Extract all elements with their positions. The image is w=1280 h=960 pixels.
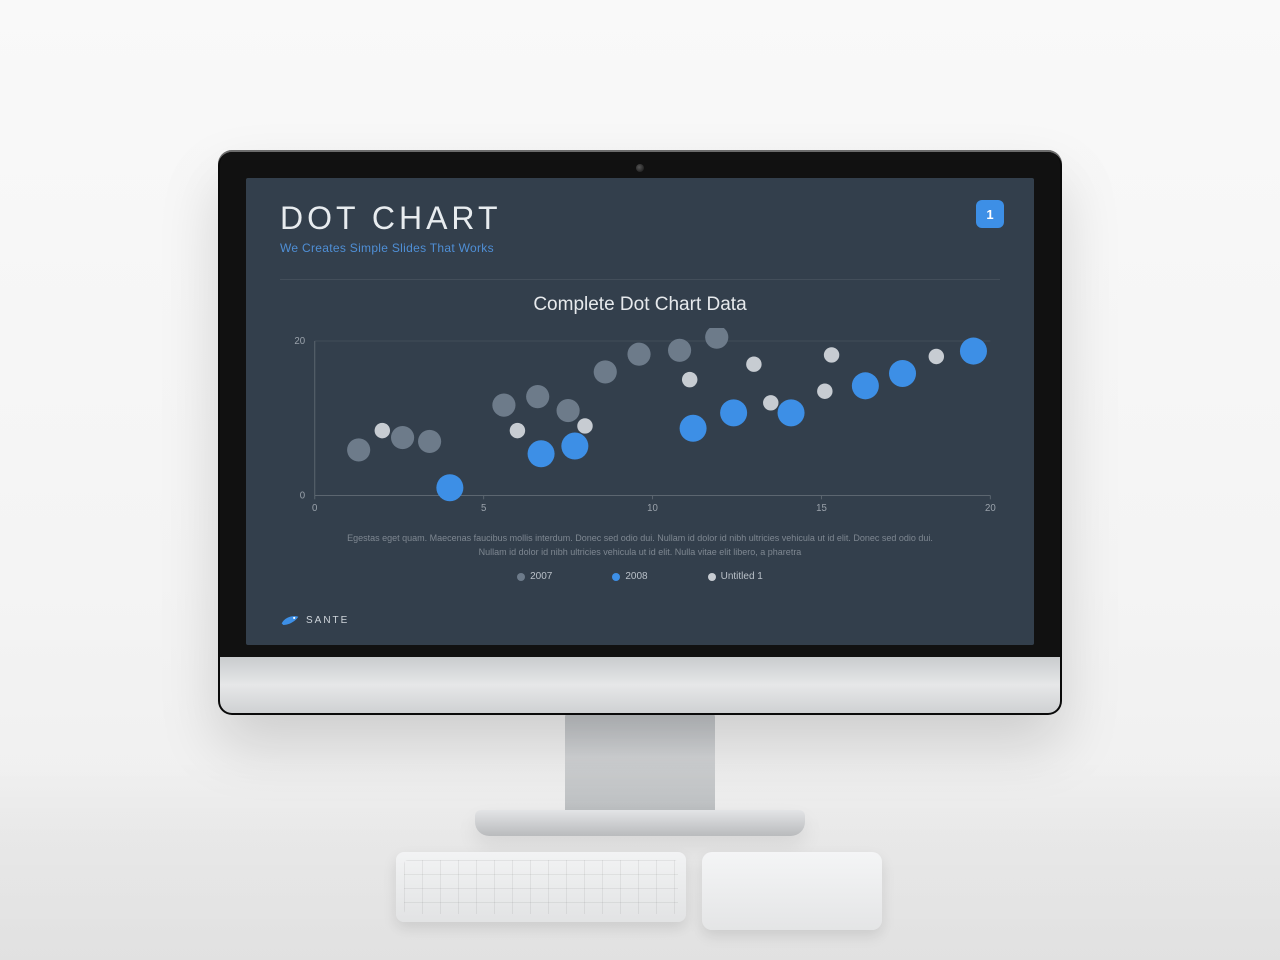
chart-dot (824, 347, 839, 362)
chart-dot (347, 438, 370, 461)
chart-area: 0 5 10 15 20 0 20 (280, 328, 1000, 522)
chart-dot (668, 339, 691, 362)
svg-text:5: 5 (481, 503, 486, 514)
monitor-chin (220, 657, 1060, 713)
chart-dot (561, 433, 588, 460)
chart-dot (889, 360, 916, 387)
header-divider (280, 279, 1000, 280)
chart-dot (763, 395, 778, 410)
chart-dot (852, 372, 879, 399)
chart-dot (929, 349, 944, 364)
legend-label: 2007 (530, 571, 552, 582)
chart-dot (680, 415, 707, 442)
slide-subtitle: We Creates Simple Slides That Works (280, 241, 1000, 255)
chart-dot (682, 372, 697, 387)
chart-dot (526, 385, 549, 408)
chart-dot (436, 474, 463, 501)
chart-dot (418, 430, 441, 453)
caption-line-2: Nullam id dolor id nibh ultricies vehicu… (479, 547, 802, 557)
chart-dot (627, 343, 650, 366)
legend-label: Untitled 1 (721, 571, 763, 582)
slide-title: DOT CHART (280, 200, 1000, 237)
chart-dot (375, 423, 390, 438)
svg-text:10: 10 (647, 503, 658, 514)
chart-dot (594, 360, 617, 383)
svg-text:0: 0 (312, 503, 317, 514)
chart-dot (577, 418, 592, 433)
chart-caption: Egestas eget quam. Maecenas faucibus mol… (306, 532, 974, 559)
brand-mark: SANTE (280, 613, 349, 627)
monitor-stand-neck (565, 713, 715, 823)
slide-screen: DOT CHART We Creates Simple Slides That … (246, 178, 1034, 645)
svg-text:15: 15 (816, 503, 827, 514)
dot-chart: 0 5 10 15 20 0 20 (280, 328, 1000, 522)
svg-text:20: 20 (985, 503, 996, 514)
svg-text:20: 20 (294, 336, 305, 347)
legend-swatch (708, 573, 716, 581)
slide-header: DOT CHART We Creates Simple Slides That … (246, 178, 1034, 265)
svg-text:0: 0 (300, 490, 305, 501)
chart-dot (778, 399, 805, 426)
page-badge-label: 1 (986, 207, 993, 222)
chart-dot (746, 356, 761, 371)
chart-dot (510, 423, 525, 438)
trackpad (702, 852, 882, 930)
chart-dot (557, 399, 580, 422)
chart-dot (720, 399, 747, 426)
caption-line-1: Egestas eget quam. Maecenas faucibus mol… (347, 533, 933, 543)
monitor-bezel: DOT CHART We Creates Simple Slides That … (220, 152, 1060, 713)
legend-item: 2007 (517, 571, 552, 582)
chart-dot (528, 440, 555, 467)
chart-title: Complete Dot Chart Data (246, 294, 1034, 316)
camera-icon (636, 164, 644, 172)
chart-dot (817, 383, 832, 398)
legend-item: Untitled 1 (708, 571, 763, 582)
page-badge: 1 (976, 200, 1004, 228)
chart-dot (705, 328, 728, 349)
monitor-frame: DOT CHART We Creates Simple Slides That … (218, 150, 1062, 715)
legend-label: 2008 (625, 571, 647, 582)
chart-dot (960, 338, 987, 365)
chart-dot (391, 426, 414, 449)
keyboard (396, 852, 686, 922)
chart-dot (492, 394, 515, 417)
brand-name: SANTE (306, 615, 349, 626)
monitor-stand-base (475, 810, 805, 836)
chart-legend: 2007 2008 Untitled 1 (246, 571, 1034, 582)
legend-swatch (517, 573, 525, 581)
rocket-icon (280, 613, 300, 627)
legend-swatch (612, 573, 620, 581)
legend-item: 2008 (612, 571, 647, 582)
